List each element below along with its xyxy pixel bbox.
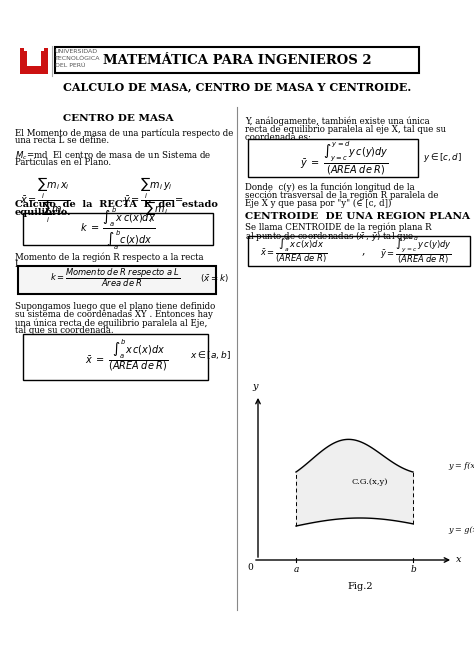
Text: Fig.2: Fig.2 [348,582,374,591]
Text: tal que su coordenada.: tal que su coordenada. [15,326,114,335]
Text: El Momento de masa de una partícula respecto de: El Momento de masa de una partícula resp… [15,128,233,137]
Text: una recta L se define.: una recta L se define. [15,136,109,145]
Text: su sistema de coordenadas XY . Entonces hay: su sistema de coordenadas XY . Entonces … [15,310,213,319]
Text: $k \;=\; \dfrac{\int_a^b x\,c(x)dx}{\int_a^b c(x)dx}$: $k \;=\; \dfrac{\int_a^b x\,c(x)dx}{\int… [80,206,156,252]
Text: Se llama CENTROIDE de la región plana R: Se llama CENTROIDE de la región plana R [245,222,432,232]
Text: $\bar{y} = \dfrac{\sum_i m_i\, y_i}{\sum_i m_i} =$: $\bar{y} = \dfrac{\sum_i m_i\, y_i}{\sum… [123,175,183,225]
Text: a: a [293,565,299,574]
Text: $\bar{x} \;=\; \dfrac{\int_a^b x\,c(x)dx}{(AREA\;de\;R)}$: $\bar{x} \;=\; \dfrac{\int_a^b x\,c(x)dx… [85,337,168,373]
Text: al punto de coordenadas $(\bar{x}\,,\,\bar{y})$ tal que: al punto de coordenadas $(\bar{x}\,,\,\b… [245,230,414,243]
FancyBboxPatch shape [248,139,418,177]
Text: CENTROIDE  DE UNA REGION PLANA: CENTROIDE DE UNA REGION PLANA [245,212,470,221]
Text: C.G.(x,y): C.G.(x,y) [351,478,388,486]
Text: una única recta de equilibrio paralela al Eje,: una única recta de equilibrio paralela a… [15,318,207,328]
Text: Momento de la región R respecto a la recta: Momento de la región R respecto a la rec… [15,252,203,261]
Text: Eje X y que pasa por "y" (∈ [c, d]): Eje X y que pasa por "y" (∈ [c, d]) [245,199,392,208]
FancyBboxPatch shape [20,48,48,74]
Text: Supongamos luego que el plano tiene definido: Supongamos luego que el plano tiene defi… [15,302,215,311]
Text: equilibrio.: equilibrio. [15,208,72,217]
FancyBboxPatch shape [20,51,27,69]
Text: y: y [252,382,258,391]
Text: CALCULO DE MASA, CENTRO DE MASA Y CENTROIDE.: CALCULO DE MASA, CENTRO DE MASA Y CENTRO… [63,82,411,92]
Text: Y, análogamente, también existe una única: Y, análogamente, también existe una únic… [245,117,429,127]
FancyBboxPatch shape [55,47,419,73]
Text: CENTRO DE MASA: CENTRO DE MASA [63,114,173,123]
Text: Donde  c(y) es la función longitud de la: Donde c(y) es la función longitud de la [245,183,415,192]
Text: TECNOLÓGICA: TECNOLÓGICA [55,56,100,61]
FancyBboxPatch shape [20,66,48,74]
Text: UNIVERSIDAD: UNIVERSIDAD [55,49,98,54]
Text: x: x [456,555,462,565]
FancyBboxPatch shape [23,334,208,380]
Text: y = f(x): y = f(x) [448,462,474,470]
Text: $y \in [c,d]$: $y \in [c,d]$ [423,151,462,165]
Text: b: b [410,565,416,574]
Text: $\bar{x} = \dfrac{\int_a^b x\,c(x)dx}{(AREA\;de\;R)}$: $\bar{x} = \dfrac{\int_a^b x\,c(x)dx}{(A… [260,234,328,265]
Text: Partículas en el Plano.: Partículas en el Plano. [15,158,111,167]
Text: recta de equilibrio paralela al eje X, tal que su: recta de equilibrio paralela al eje X, t… [245,125,446,134]
Text: $\bar{x} = \dfrac{\sum_i m_i\, x_i}{\sum_i m_i}$: $\bar{x} = \dfrac{\sum_i m_i\, x_i}{\sum… [20,175,70,225]
Text: L: L [15,260,21,269]
Text: $k = \dfrac{Momento\;de\;R\;respecto\;a\;L}{Area\;de\;R}$: $k = \dfrac{Momento\;de\;R\;respecto\;a\… [50,267,180,289]
Text: Calculo  de  la  RECTA  L’  del  estado: Calculo de la RECTA L’ del estado [15,200,218,209]
FancyBboxPatch shape [24,48,44,69]
FancyBboxPatch shape [248,236,470,266]
Text: y = g(x): y = g(x) [448,526,474,534]
FancyBboxPatch shape [18,266,216,294]
Text: $\bar{y} \;=\; \dfrac{\int_{y=c}^{y=d} y\,c(y)dy}{(AREA\;de\;R)}$: $\bar{y} \;=\; \dfrac{\int_{y=c}^{y=d} y… [300,139,389,176]
Text: $M_c$=md  El centro de masa de un Sistema de: $M_c$=md El centro de masa de un Sistema… [15,150,211,163]
Text: ,: , [361,245,365,255]
Text: 0: 0 [247,563,253,572]
Text: $x \in [a,b]$: $x \in [a,b]$ [190,349,231,361]
FancyBboxPatch shape [23,213,213,245]
Text: $\bar{y} = \dfrac{\int_{y=c}^{y=d} y\,c(y)dy}{(AREA\;de\;R)}$: $\bar{y} = \dfrac{\int_{y=c}^{y=d} y\,c(… [380,234,452,266]
Text: coordenada es:: coordenada es: [245,133,311,142]
Text: $(\bar{x} = k)$: $(\bar{x} = k)$ [200,272,228,284]
Text: MATEMÁTICA PARA INGENIEROS 2: MATEMÁTICA PARA INGENIEROS 2 [103,54,371,66]
FancyBboxPatch shape [41,51,48,69]
Text: DEL PERÚ: DEL PERÚ [55,63,85,68]
Text: sección trasversal de la región R paralela de: sección trasversal de la región R parale… [245,191,438,200]
